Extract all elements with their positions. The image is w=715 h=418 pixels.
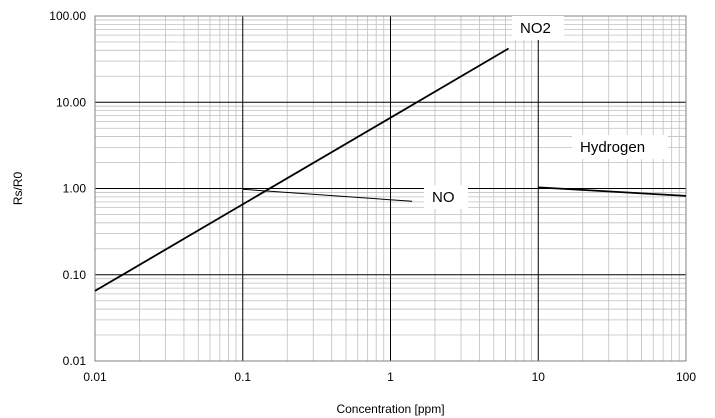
x-tick-label: 100	[676, 370, 696, 384]
y-tick-label: 10.00	[56, 95, 86, 109]
series-label-background	[512, 16, 564, 40]
series-line-no2	[94, 47, 510, 292]
series-label-no2: NO2	[520, 20, 551, 37]
y-axis-title: Rs/R0	[11, 172, 25, 206]
y-tick-label: 0.10	[63, 268, 87, 282]
series-label-background	[572, 135, 668, 159]
plot-area-frame	[94, 15, 687, 362]
x-tick-label: 0.1	[234, 370, 251, 384]
series-label-background	[424, 185, 468, 209]
y-tick-label: 0.01	[63, 354, 87, 368]
x-tick-label: 1	[387, 370, 394, 384]
x-tick-label: 0.01	[83, 370, 107, 384]
y-tick-label: 1.00	[63, 182, 87, 196]
series-labels: NO2 NO Hydrogen	[424, 16, 668, 209]
series-label-hydrogen: Hydrogen	[580, 139, 645, 156]
x-axis-tick-labels: 0.01 0.1 1 10 100	[83, 370, 696, 384]
series-line-no	[242, 188, 413, 202]
y-axis-tick-labels: 0.01 0.10 1.00 10.00 100.00	[49, 9, 86, 368]
x-axis-title: Concentration [ppm]	[336, 402, 444, 416]
series-label-no: NO	[432, 189, 455, 206]
y-tick-label: 100.00	[49, 9, 86, 23]
x-tick-label: 10	[532, 370, 546, 384]
series-line-hydrogen	[538, 186, 687, 197]
data-series	[94, 47, 687, 292]
